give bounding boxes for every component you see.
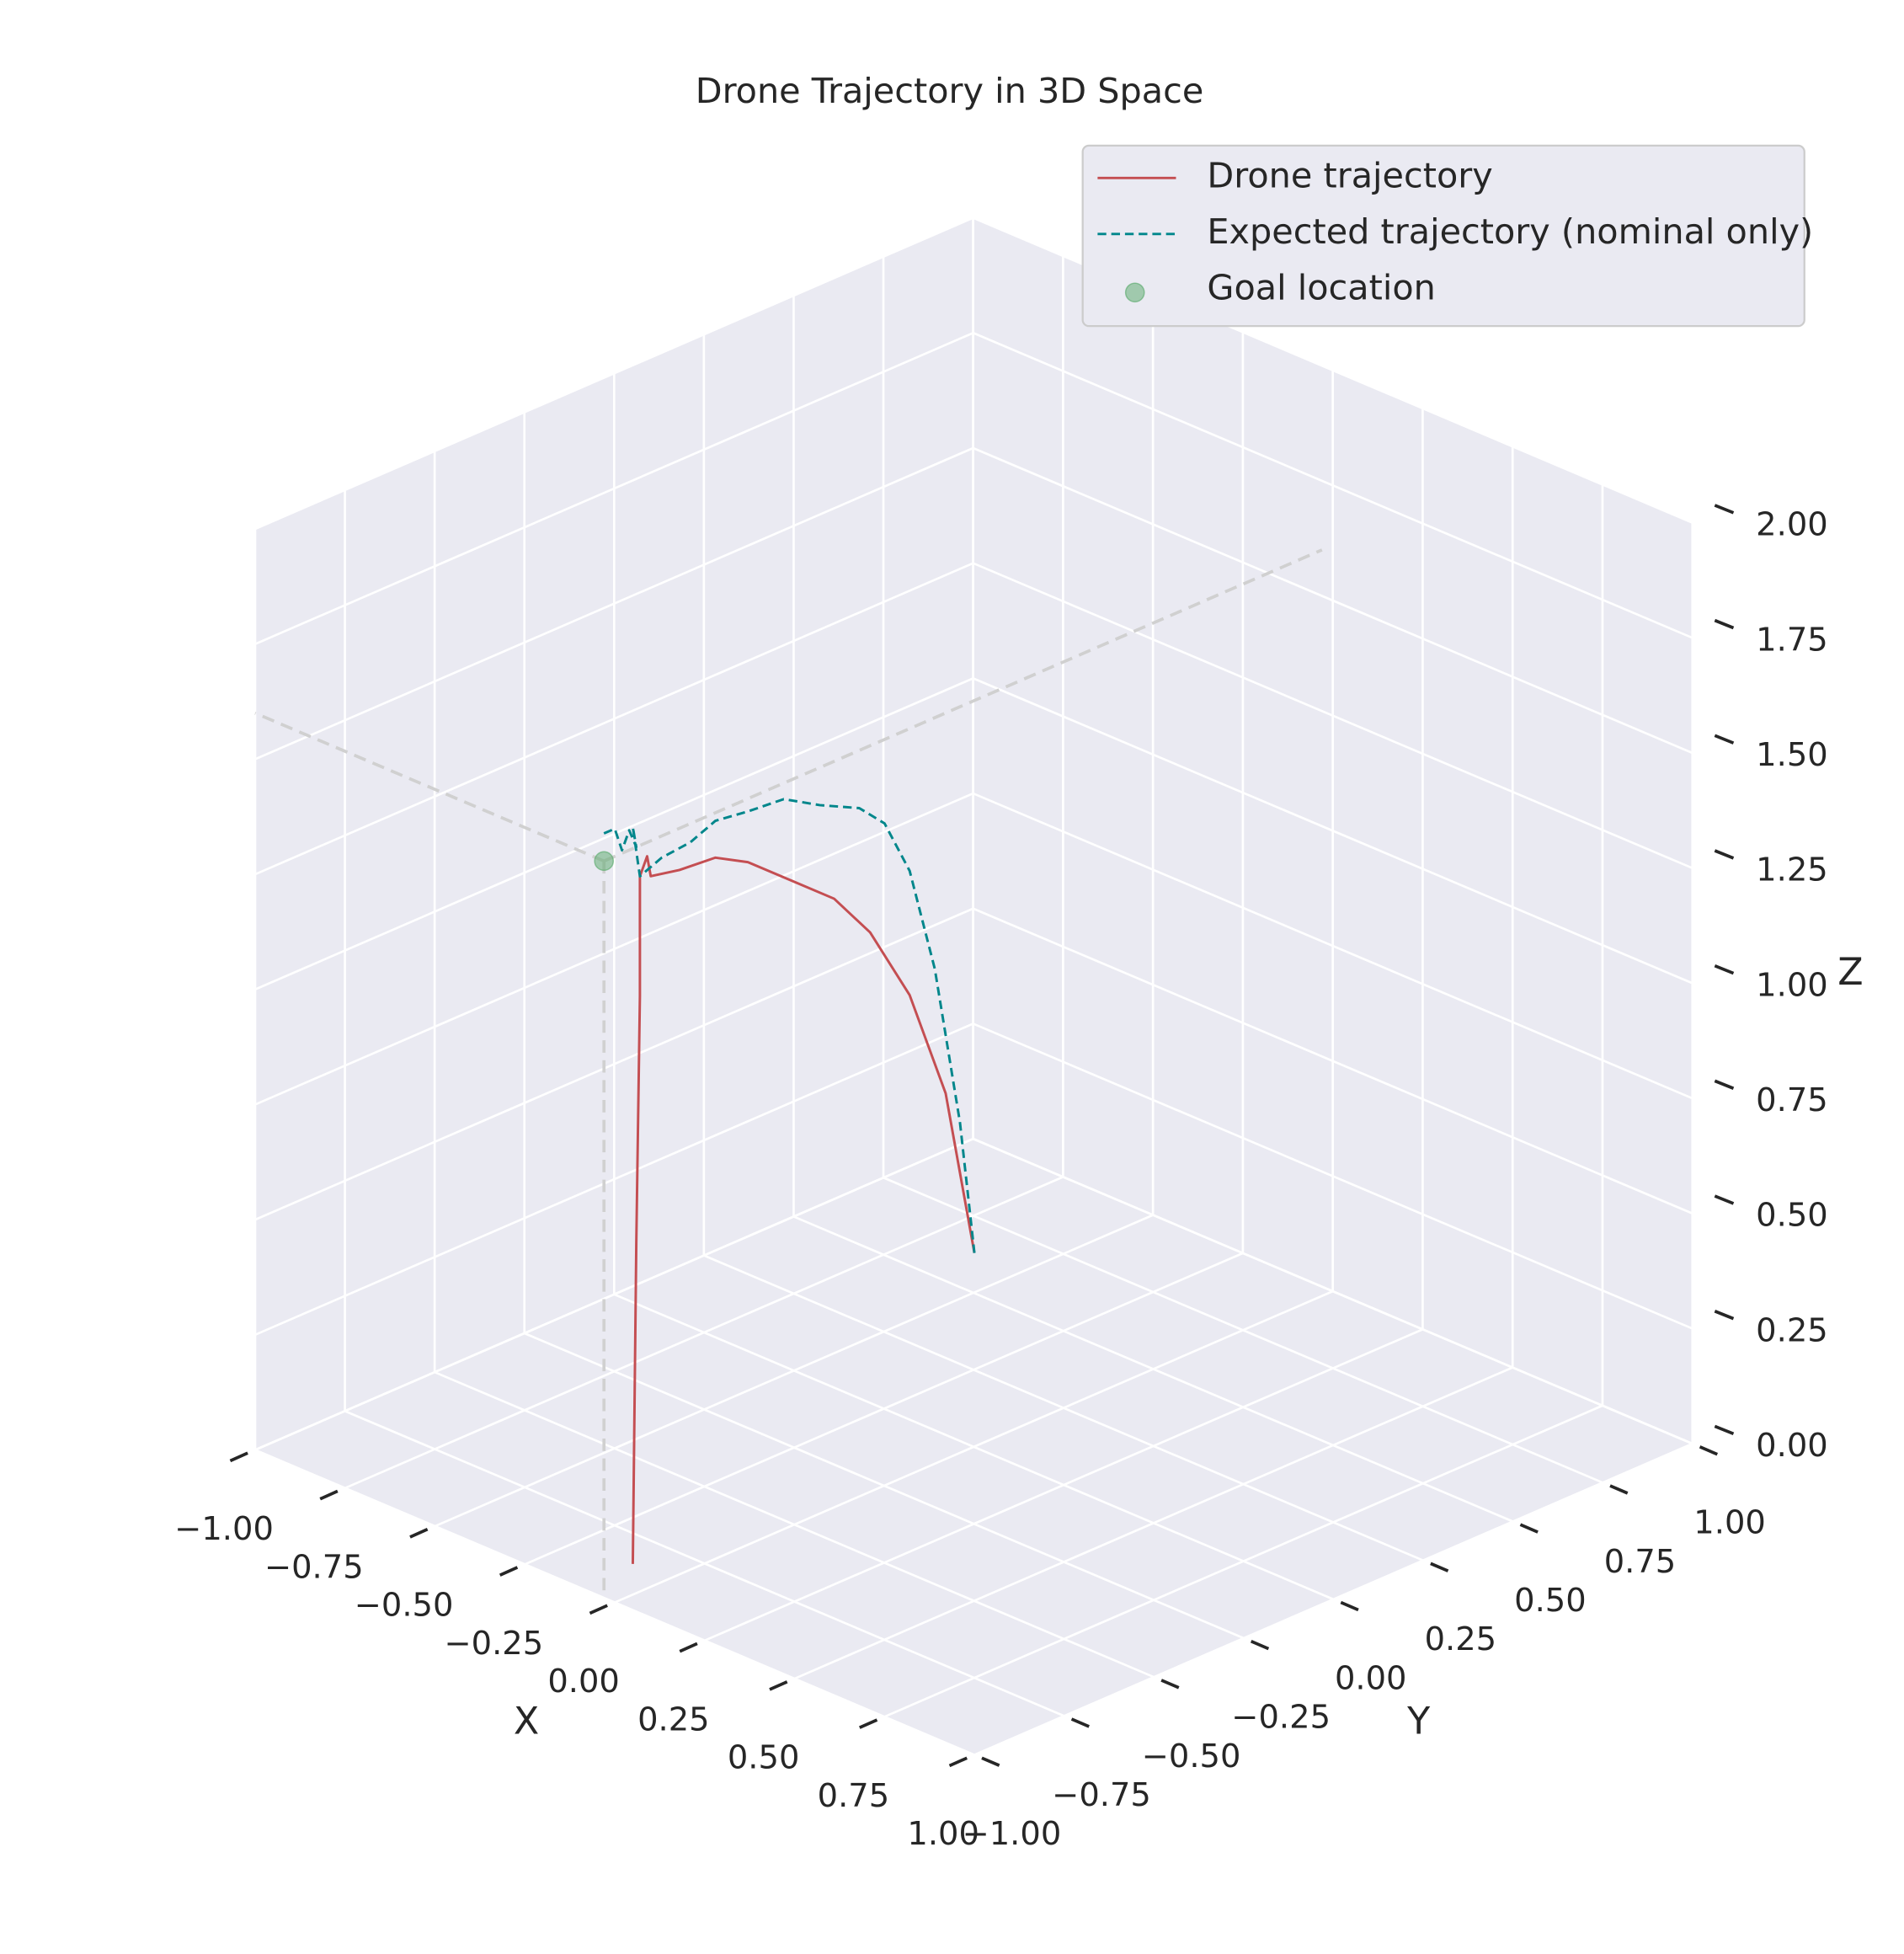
grid-line [973,792,1693,1100]
z-tick [1714,504,1735,515]
x-tick-label: 0.25 [637,1700,710,1738]
trajectory-line [631,855,976,1564]
grid-line [973,677,1693,985]
legend-label: Expected trajectory (nominal only) [1207,211,1813,252]
grid-line [254,1022,974,1337]
chart-title: Drone Trajectory in 3D Space [696,71,1204,111]
z-tick-label: 0.75 [1756,1081,1828,1119]
x-tick [229,1451,248,1463]
grid-line [344,1410,1065,1717]
z-tick [1714,1424,1735,1436]
grid-line [613,1293,1334,1601]
x-tick [589,1604,608,1615]
x-tick-label: −0.75 [264,1548,364,1586]
z-tick [1714,849,1735,860]
grid-line [254,216,974,531]
legend: Drone trajectory Expected trajectory (nom… [1081,144,1813,328]
grid-line [792,1215,1514,1523]
grid-line [973,907,1693,1215]
grid-line [254,446,974,761]
x-tick-label: −0.50 [355,1587,454,1625]
x-tick [859,1718,878,1729]
y-axis-label: Y [1406,1700,1431,1743]
z-tick [1714,734,1735,745]
goal-projection [603,548,1323,863]
y-tick [1160,1679,1180,1690]
grid-line [254,1137,974,1451]
grid-line [973,332,1693,639]
x-tick-label: 0.50 [728,1739,800,1777]
grid-line [254,1449,975,1756]
grid-line [973,562,1693,869]
trajectory-line [603,798,976,1253]
y-tick [1070,1717,1090,1728]
grid-line [524,1332,1245,1640]
z-tick-label: 1.50 [1756,736,1828,774]
x-tick-label: 0.75 [818,1777,890,1815]
y-tick-label: 0.25 [1425,1620,1497,1658]
z-tick-label: 1.75 [1756,621,1828,659]
marks [254,548,1323,1599]
grid-line [703,1254,1424,1562]
y-tick [1340,1600,1359,1612]
y-tick-label: 0.00 [1335,1659,1407,1697]
z-tick-label: 0.00 [1756,1427,1828,1465]
goal-projection [254,712,605,863]
x-tick [409,1528,429,1539]
grid-line [254,677,974,990]
grid-line [973,1022,1693,1330]
legend-label: Goal location [1207,267,1435,307]
z-tick [1714,1194,1735,1205]
grid-line [883,1177,1603,1484]
y-tick-label: 0.50 [1514,1582,1587,1620]
x-axis-label: X [514,1700,539,1743]
z-tick [1714,1310,1735,1321]
grid-line [254,332,974,645]
x-tick-label: 0.00 [547,1663,620,1700]
y-tick-label: −0.25 [1231,1699,1331,1737]
legend-marker [1124,282,1145,303]
goal-marker [594,851,615,872]
z-tick-label: 2.00 [1756,506,1828,544]
x-tick-label: −0.25 [444,1625,543,1663]
grid [253,216,1694,1756]
grid-line [973,1137,1693,1445]
x-tick [679,1642,698,1653]
z-tick-label: 0.50 [1756,1197,1828,1235]
x-tick-label: −1.00 [174,1510,274,1548]
z-tick [1714,1079,1735,1090]
y-tick [1609,1484,1629,1495]
z-tick-label: 0.25 [1756,1311,1828,1349]
x-tick [499,1566,519,1577]
x-tick-label: 1.00 [907,1815,979,1853]
x-tick [319,1489,339,1501]
grid-line [254,907,974,1221]
x-tick [769,1680,788,1691]
y-tick [1699,1445,1719,1456]
y-tick-label: −1.00 [963,1815,1062,1853]
grid-line [434,1370,1155,1679]
y-tick [981,1756,1000,1767]
y-tick-label: −0.75 [1052,1776,1151,1814]
grid-line [254,792,974,1106]
y-tick [1519,1523,1539,1534]
grid-line [973,446,1693,755]
legend-label: Drone trajectory [1207,155,1492,195]
z-axis-label: Z [1837,951,1863,994]
y-tick [1430,1562,1449,1572]
z-tick [1714,964,1735,975]
ticks: −1.00−0.75−0.50−0.250.000.250.500.751.00… [174,504,1828,1853]
z-tick-label: 1.00 [1756,966,1828,1004]
legend-box [1081,144,1805,328]
y-tick [1250,1640,1270,1651]
x-tick [948,1756,968,1768]
y-tick-label: −0.50 [1142,1738,1241,1775]
y-tick-label: 0.75 [1604,1543,1677,1581]
y-tick-label: 1.00 [1693,1504,1766,1542]
grid-line [254,562,974,876]
z-tick [1714,618,1735,630]
z-tick-label: 1.25 [1756,852,1828,889]
